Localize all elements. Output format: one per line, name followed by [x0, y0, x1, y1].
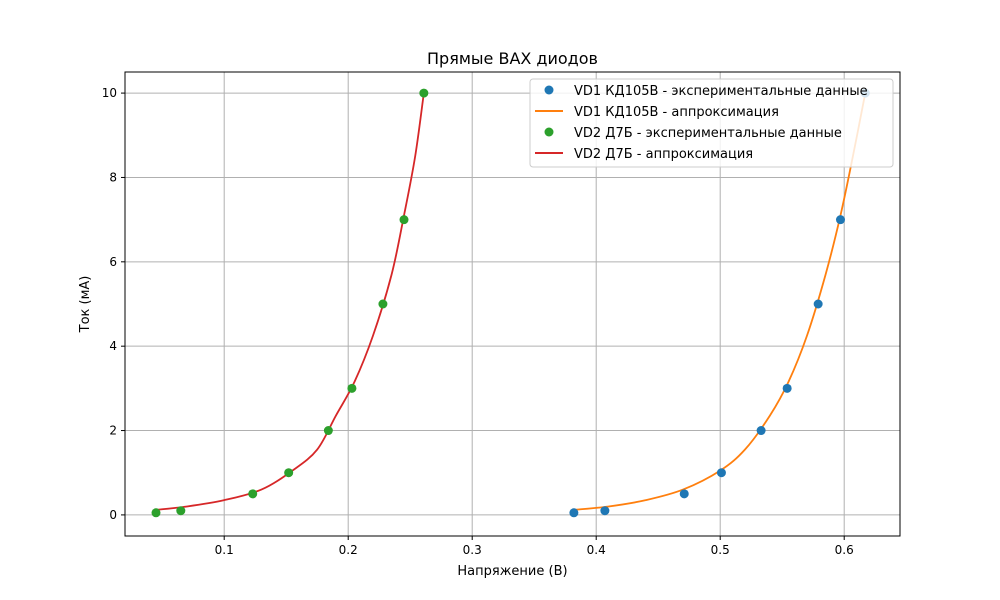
series-0-point	[716, 468, 726, 478]
plot-frame	[124, 71, 901, 537]
legend-label-vd2-approximation: VD2 Д7Б - аппроксимация	[574, 147, 753, 162]
x-tick-label: 0.5	[711, 543, 730, 557]
x-axis-label: Напряжение (В)	[457, 564, 567, 579]
series-0-point	[782, 383, 792, 393]
series-2-point	[347, 383, 357, 393]
series-layer	[151, 88, 870, 518]
series-0-point	[756, 426, 766, 436]
series-0-point	[679, 489, 689, 499]
series-2-point	[419, 88, 429, 98]
x-tick-label: 0.1	[215, 543, 234, 557]
series-2-point	[284, 468, 294, 478]
x-tick-label: 0.6	[835, 543, 854, 557]
legend-box	[529, 78, 894, 168]
y-tick-label: 4	[109, 339, 117, 353]
series-2-point	[378, 299, 388, 309]
series-0-point	[600, 506, 610, 516]
series-0-point	[813, 299, 823, 309]
chart-title: Прямые ВАХ диодов	[427, 49, 598, 68]
series-2-point	[323, 426, 333, 436]
series-2-point	[151, 508, 161, 518]
series-2-point	[399, 215, 409, 225]
y-tick-label: 2	[109, 424, 117, 438]
y-tick-label: 6	[109, 255, 117, 269]
legend-label-vd1-experimental: VD1 КД105В - экспериментальные данные	[574, 84, 868, 99]
series-0-point	[835, 215, 845, 225]
legend-label-vd2-experimental: VD2 Д7Б - экспериментальные данные	[574, 126, 842, 141]
x-tick-label: 0.3	[463, 543, 482, 557]
legend-marker-vd1-experimental	[544, 85, 554, 95]
ticks: 0.1 0.2 0.3 0.4 0.5 0.6 0 2 4 6 8 10	[102, 86, 854, 557]
y-tick-label: 10	[102, 86, 117, 100]
y-tick-label: 8	[109, 170, 117, 184]
y-tick-label: 0	[109, 508, 117, 522]
legend-label-vd1-approximation: VD1 КД105В - аппроксимация	[574, 105, 779, 120]
x-tick-label: 0.4	[587, 543, 606, 557]
series-0-point	[569, 508, 579, 518]
x-tick-label: 0.2	[339, 543, 358, 557]
series-2-point	[176, 506, 186, 516]
y-axis-label: Ток (мА)	[78, 276, 93, 334]
series-2-point	[248, 489, 258, 499]
legend: VD1 КД105В - экспериментальные данные VD…	[529, 78, 894, 168]
legend-marker-vd2-experimental	[544, 127, 554, 137]
